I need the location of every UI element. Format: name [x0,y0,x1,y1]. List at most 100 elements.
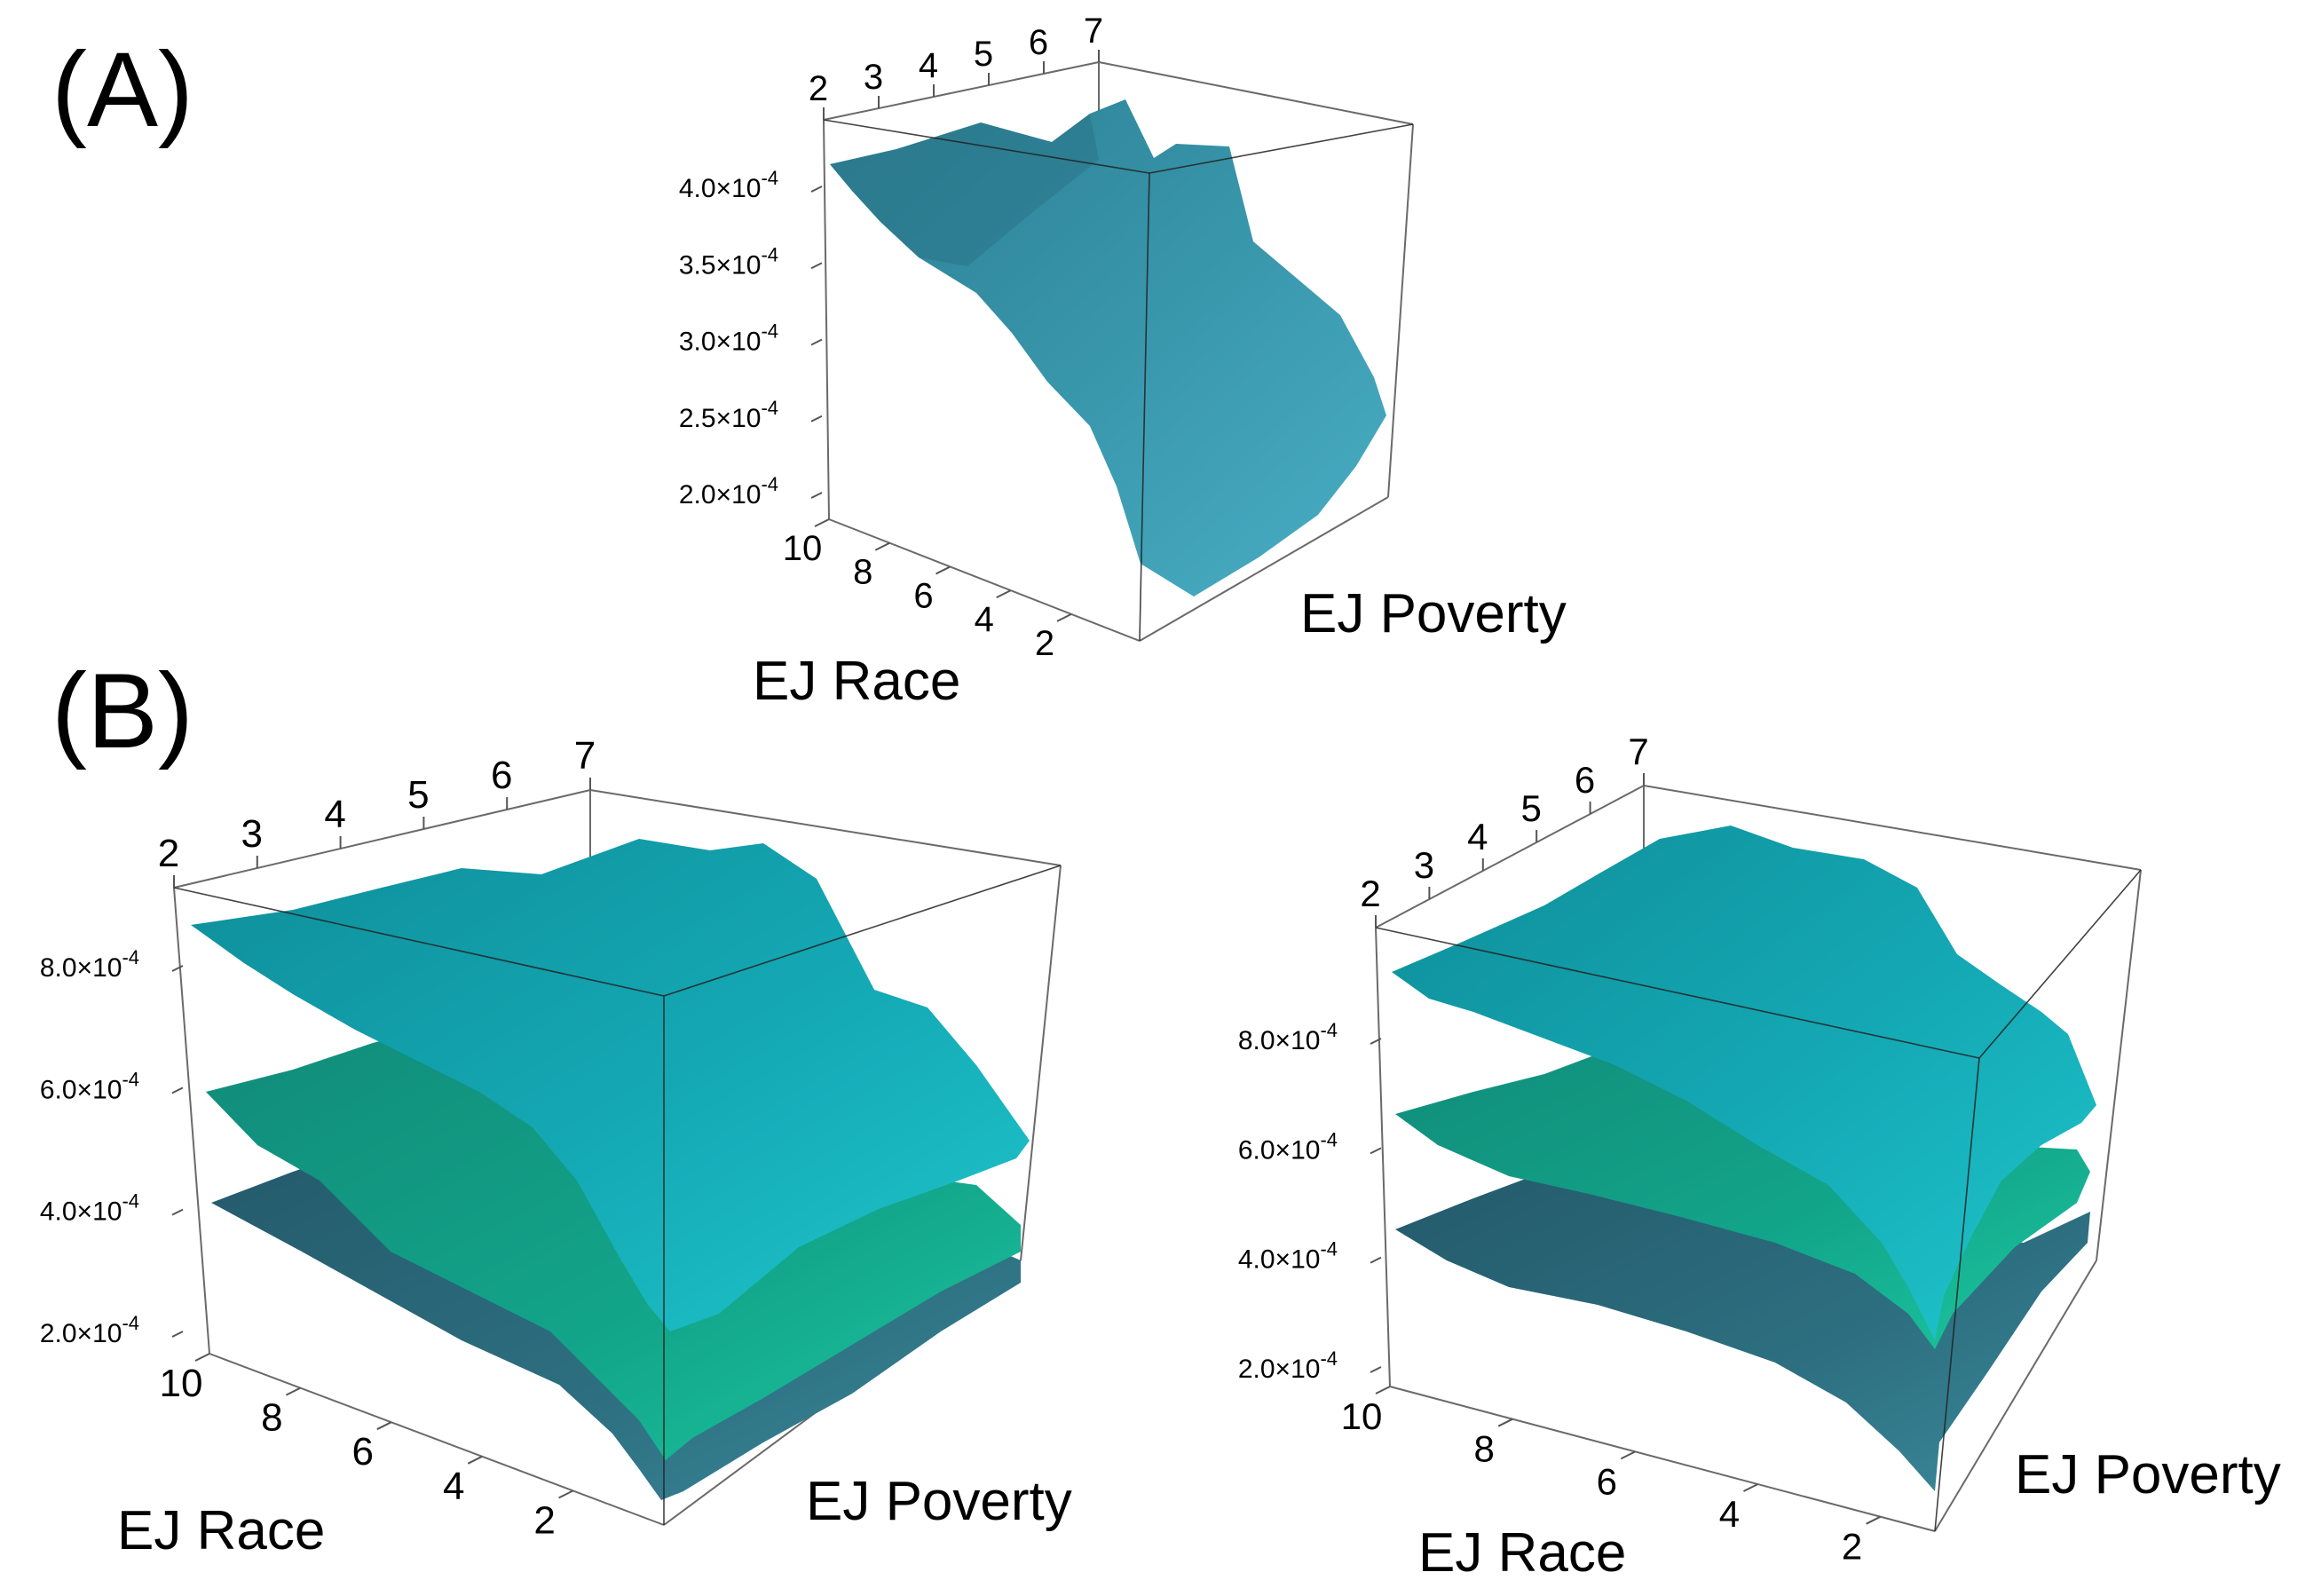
chart-b-right-box-front-top-right [1978,869,2142,1059]
chart-b-right-box-front-vertical [1934,1057,1980,1532]
chart-a-z-tick-mark [810,415,823,423]
chart-a-box-bottom-right [1139,496,1389,642]
chart-a-x-tick-label: 6 [1029,23,1048,62]
chart-b-right-z-tick-label: 8.0×10-4 [1238,1019,1338,1055]
chart-a-y-tick-label: 2 [1035,624,1054,663]
chart-b-left-x-ticks: 2 3 4 5 6 7 [158,734,596,888]
chart-b-left-z-tick-label: 6.0×10-4 [40,1068,139,1104]
chart-b-left-z-tick-label: 4.0×10-4 [40,1190,139,1227]
chart-a-box-right-vertical [1387,123,1414,498]
chart-b-right-box-left-vertical [1375,927,1391,1387]
chart-a-y-tick-label: 8 [853,553,872,592]
chart-b-right-y-tick-mark [1620,1450,1636,1460]
chart-b-left: 2 3 4 5 6 7 10 8 6 4 2 2.0×10-4 4.0×10-4 6.0×10-4 8.… [40,734,1072,1561]
chart-b-right-y-tick-label: 2 [1842,1526,1862,1568]
chart-a-box-top-right [1098,61,1414,125]
chart-a-x-tick-label: 3 [864,58,883,97]
chart-b-left-y-tick-label: 2 [533,1498,555,1542]
chart-b-right-z-tick-mark [1370,1366,1382,1373]
chart-a-x-tick-label: 7 [1084,12,1103,51]
chart-b-left-y-tick-label: 6 [352,1430,374,1474]
panel-label-b: (B) [51,652,193,770]
chart-b-left-z-tick-mark [171,965,184,972]
chart-b-left-y-tick-mark [194,1353,210,1362]
chart-b-right-z-tick-mark [1370,1256,1382,1264]
chart-b-left-x-tick-label: 2 [158,832,179,875]
chart-b-left-box-left-vertical [173,887,210,1355]
chart-a-z-tick-mark [810,492,823,499]
chart-a-y-tick-mark [996,589,1012,599]
chart-a-box-left-vertical [823,119,830,520]
chart-b-right-box-top-right [1643,785,2142,871]
chart-b-right-y-tick-mark [1866,1515,1882,1525]
chart-b-right-box-bottom-right [1934,1260,2097,1532]
chart-b-left-x-tick-label: 4 [324,793,345,836]
chart-b-left-box-right-vertical [1020,865,1062,1261]
chart-b-right-ylabel: EJ Race [1418,1522,1626,1584]
chart-b-right-box-top-left [1375,785,1645,928]
chart-a-xlabel: EJ Poverty [1300,583,1567,644]
chart-b-right-x-tick-label: 7 [1628,731,1648,772]
chart-b-right-z-tick-mark [1370,1147,1382,1155]
chart-b-right-y-tick-label: 4 [1719,1493,1740,1535]
chart-b-left-z-tick-label: 2.0×10-4 [40,1312,139,1348]
chart-a-z-tick-label: 2.0×10-4 [679,473,778,510]
chart-a-z-tick-mark [810,338,823,346]
chart-b-left-x-tick-label: 7 [574,734,596,778]
chart-a-y-tick-label: 6 [913,576,933,615]
chart-b-left-box-front-top-right [663,865,1062,997]
chart-b-right-x-tick-label: 3 [1414,844,1434,886]
chart-b-left-z-tick-mark [171,1208,184,1216]
chart-b-right-x-tick-label: 2 [1360,873,1380,914]
chart-a-box-front-vertical [1139,172,1150,642]
chart-b-right-y-tick-mark [1497,1418,1513,1427]
chart-a-y-tick-mark [1056,612,1072,622]
chart-b-right-x-tick-label: 4 [1467,816,1488,857]
chart-a-z-tick-label: 2.5×10-4 [679,397,778,433]
chart-b-right-xlabel: EJ Poverty [2015,1444,2281,1505]
chart-b-left-x-tick-label: 5 [407,773,429,817]
chart-a-y-tick-label: 10 [783,529,823,568]
chart-b-left-y-ticks: 10 8 6 4 2 [160,1353,574,1542]
chart-a-box-top-left [823,61,1100,121]
chart-a-box-bottom-left [828,518,1141,642]
chart-b-left-y-tick-mark [285,1387,301,1396]
chart-a-y-tick-label: 4 [975,600,994,639]
chart-a-z-tick-label: 3.5×10-4 [679,243,778,280]
chart-b-left-box-front-top-left [173,887,665,997]
chart-a-z-tick-mark [810,262,823,270]
chart-b-right-z-tick-label: 4.0×10-4 [1238,1238,1338,1275]
chart-b-left-z-tick-mark [171,1086,184,1094]
chart-b-right-y-ticks: 10 8 6 4 2 [1341,1386,1882,1568]
chart-b-left-x-tick-label: 3 [241,812,263,856]
chart-b-left-z-tick-mark [171,1331,184,1338]
chart-b-right-x-tick-label: 6 [1575,759,1595,801]
chart-b-left-y-tick-label: 8 [261,1396,282,1440]
chart-a-z-tick-label: 4.0×10-4 [679,167,778,203]
chart-a-z-ticks: 2.0×10-4 2.5×10-4 3.0×10-4 3.5×10-4 4.0×10-4 [679,167,823,510]
chart-b-right-y-tick-label: 6 [1597,1460,1617,1502]
chart-a-x-tick-label: 4 [919,46,938,85]
chart-b-right-y-tick-mark [1743,1483,1758,1492]
chart-b-right-z-tick-label: 6.0×10-4 [1238,1128,1338,1165]
chart-b-left-box-bottom-left [209,1353,665,1526]
chart-b-left-y-tick-mark [558,1489,574,1499]
chart-b-right-z-tick-mark [1370,1038,1382,1045]
chart-a-y-ticks: 10 8 6 4 2 [783,518,1072,663]
chart-a-ylabel: EJ Race [753,651,960,712]
chart-b-right-box-right-vertical [2096,869,2142,1261]
chart-a-x-tick-label: 2 [809,69,828,108]
chart-b-left-y-tick-label: 4 [443,1465,464,1508]
chart-b-right-x-tick-label: 5 [1521,787,1542,829]
chart-a-x-tick-label: 5 [974,35,993,74]
chart-b-left-x-tick-label: 6 [491,754,512,797]
chart-b-right-box-front-top-left [1375,927,1980,1059]
chart-b-left-y-tick-mark [376,1421,392,1431]
chart-a-z-tick-mark [810,186,823,193]
chart-b-right-z-ticks: 2.0×10-4 4.0×10-4 6.0×10-4 8.0×10-4 [1238,1019,1382,1384]
